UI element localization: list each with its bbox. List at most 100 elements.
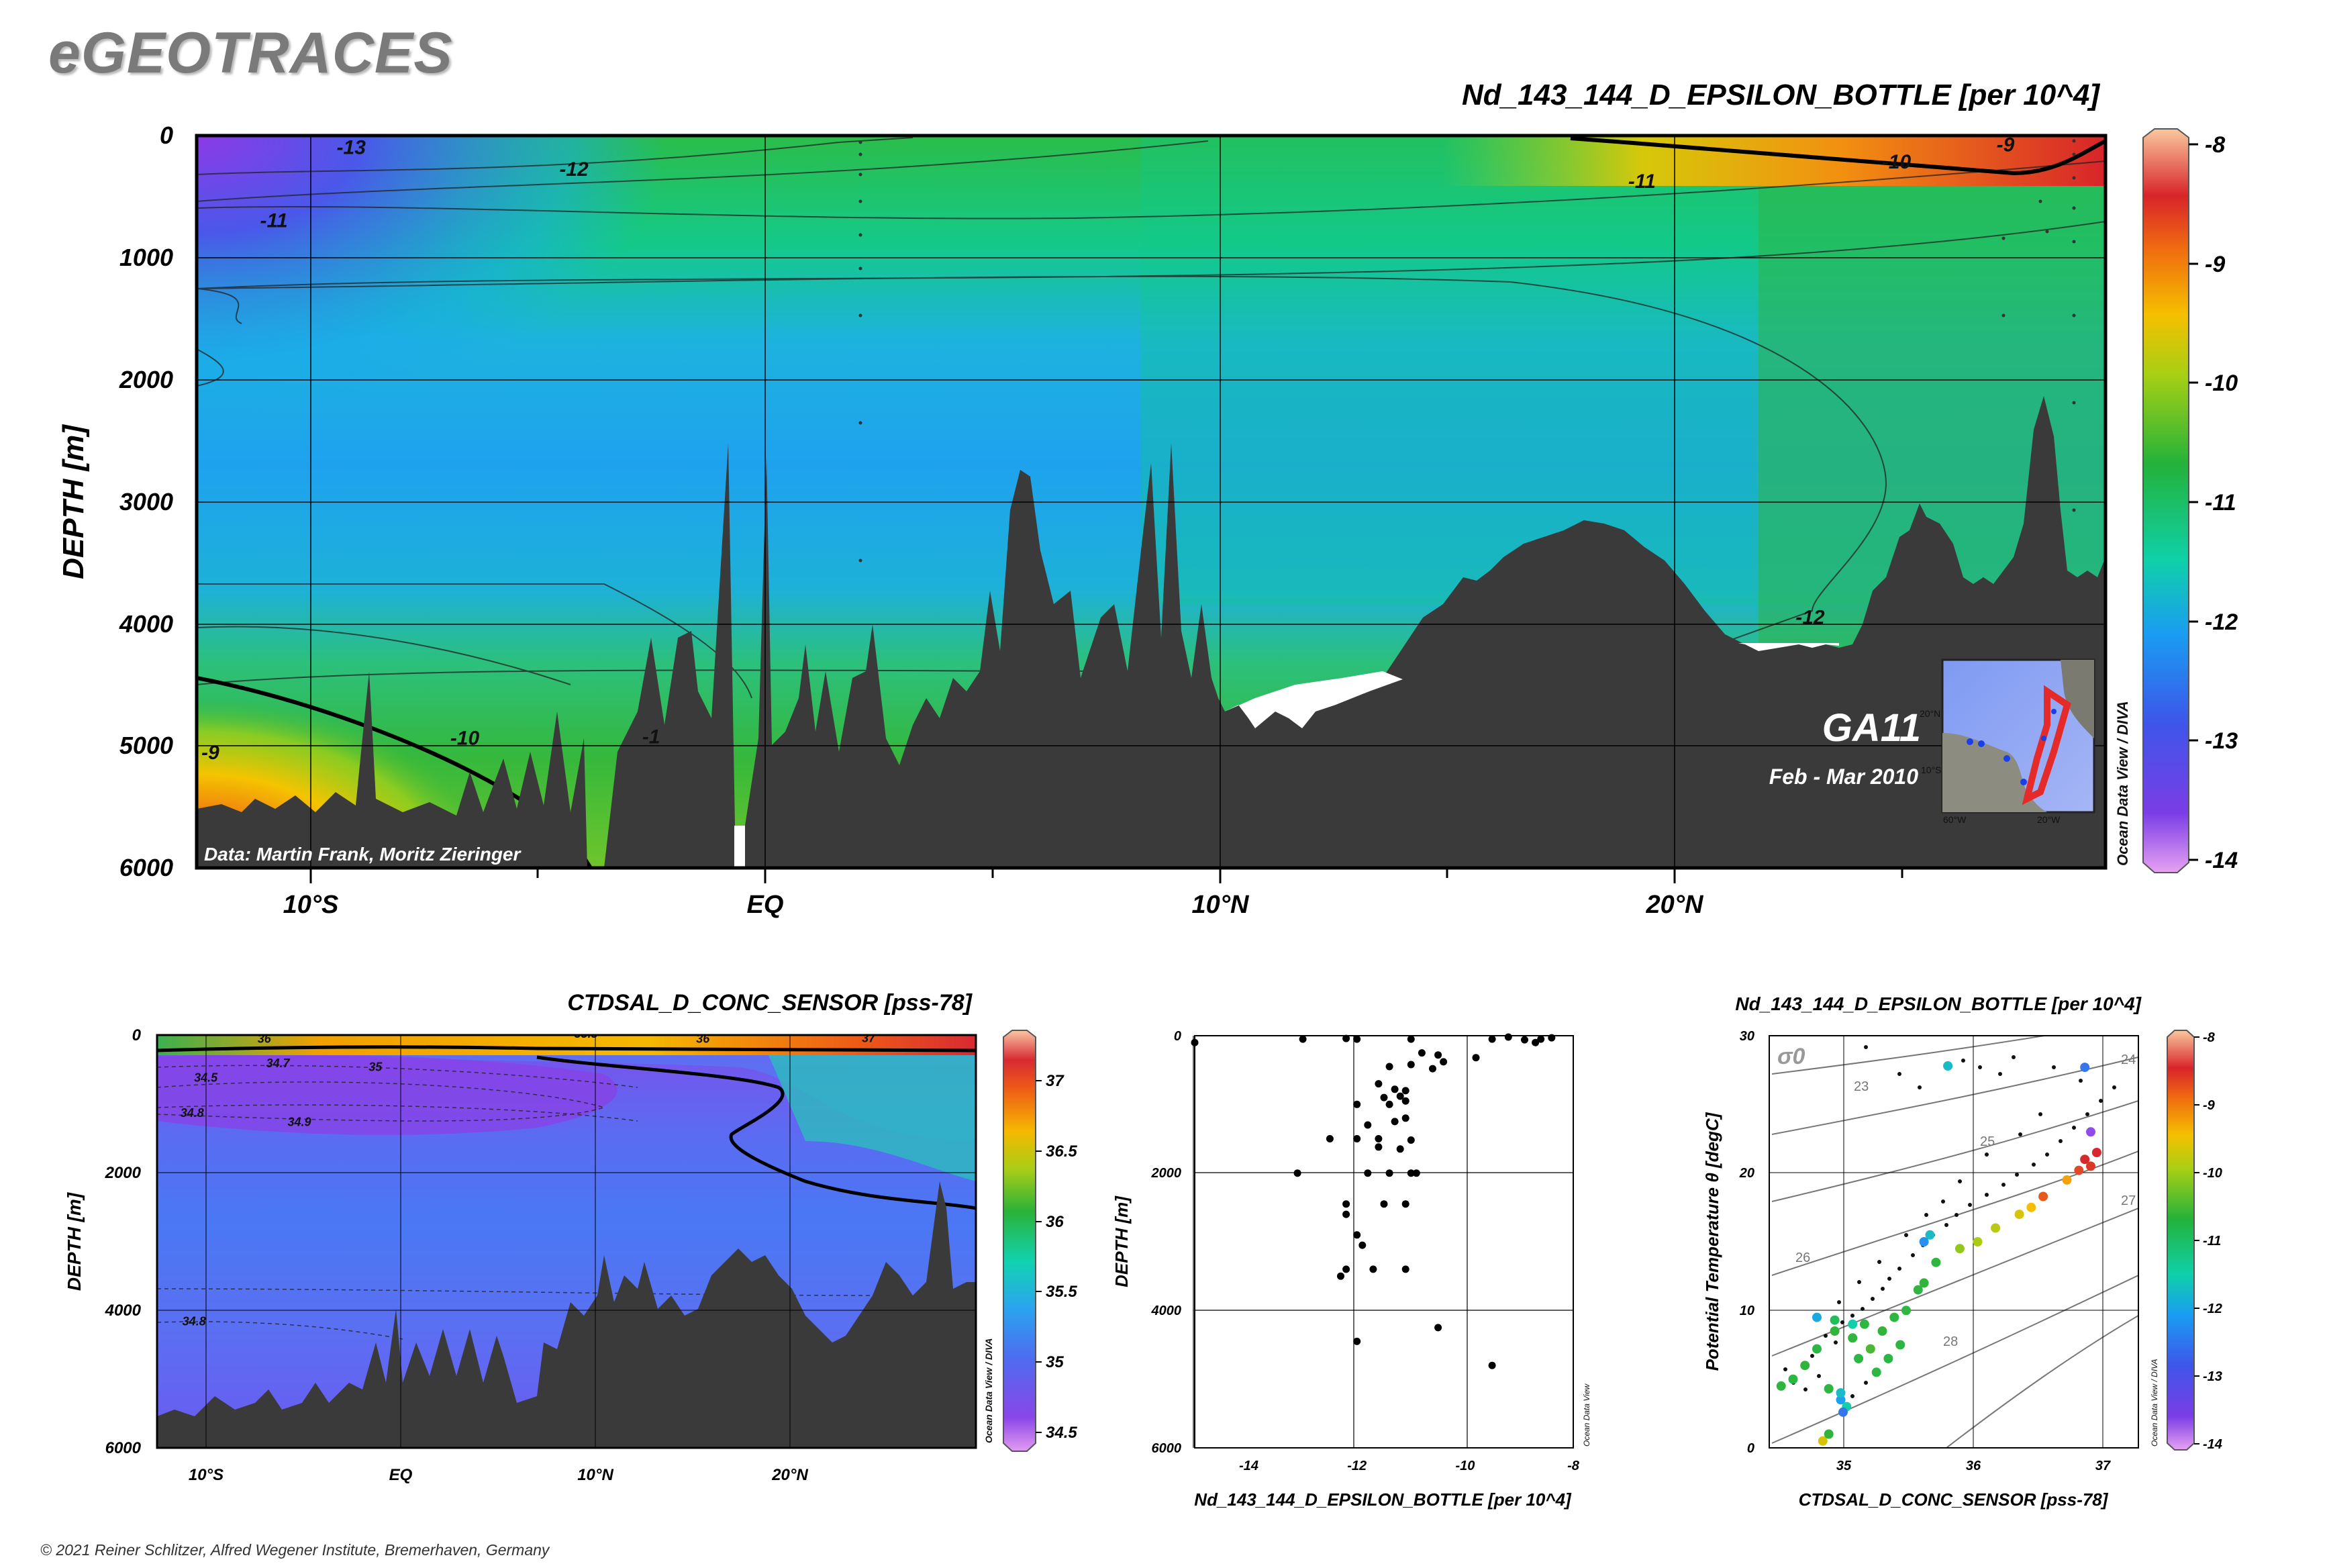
main-section-chart: Nd_143_144_D_EPSILON_BOTTLE [per 10^4] <box>57 79 2238 919</box>
profile-x-ticks: -14 -12 -10 -8 <box>1239 1459 1580 1473</box>
x-tick-label: EQ <box>747 891 784 919</box>
main-y-ticks: 0 1000 2000 3000 4000 5000 6000 <box>119 121 173 881</box>
colorbar-label: -12 <box>2203 1302 2222 1316</box>
ts-y-ticks: 0 10 20 30 <box>1739 1029 1754 1456</box>
salinity-colorbar-ramp <box>1003 1030 1036 1452</box>
salinity-y-ticks: 0 2000 4000 6000 <box>105 1026 142 1457</box>
ts-point <box>1830 1315 1840 1325</box>
brand-logo-text: eGEOTRACES <box>48 21 453 85</box>
ts-point <box>1812 1344 1822 1354</box>
inset-map: 20°N 10°S 60°W 20°W <box>1920 658 2095 825</box>
main-bathymetry-gap-right <box>1738 643 1839 651</box>
ts-point <box>1889 1312 1899 1322</box>
ts-point <box>1854 1354 1864 1363</box>
colorbar-label: -10 <box>2205 371 2238 396</box>
profile-point <box>1375 1135 1383 1142</box>
y-tick-label: 5000 <box>119 732 173 759</box>
contour-label: 37 <box>862 1031 876 1044</box>
contour-label: 36 <box>258 1032 272 1045</box>
ts-point <box>1848 1333 1858 1343</box>
ts-software-credit: Ocean Data View / DIVA <box>2150 1359 2159 1447</box>
ts-point <box>1877 1326 1887 1336</box>
x-tick-label: 37 <box>2095 1459 2111 1473</box>
ts-point <box>1883 1354 1893 1363</box>
x-tick-label: 20°N <box>771 1466 808 1484</box>
salinity-aaiw-core <box>157 1054 617 1135</box>
salinity-colorbar-ticks <box>1036 1080 1042 1433</box>
profile-point <box>1434 1051 1442 1059</box>
ts-point <box>1901 1306 1911 1316</box>
profile-point <box>1353 1135 1361 1142</box>
colorbar-label: -14 <box>2203 1437 2222 1452</box>
main-y-axis-label: DEPTH [m] <box>57 424 90 579</box>
ts-point <box>2014 1210 2024 1220</box>
contour-label: 34.5 <box>194 1071 218 1085</box>
contour-label: -11 <box>1628 170 1656 193</box>
profile-point <box>1364 1169 1372 1177</box>
salinity-upper-right-teal <box>765 1047 976 1181</box>
contour-label: -10 <box>1882 151 1912 173</box>
profile-point <box>1407 1035 1415 1043</box>
ts-point <box>1836 1395 1846 1405</box>
ts-point <box>1818 1436 1828 1446</box>
y-tick-label: 2000 <box>105 1164 142 1182</box>
profile-point <box>1407 1169 1415 1177</box>
ts-plot-area: σ0 23 24 25 26 27 28 <box>1769 1035 2138 1448</box>
y-tick-label: 2000 <box>1151 1166 1182 1181</box>
ts-point <box>1931 1257 1941 1267</box>
colorbar-label: -13 <box>2205 728 2238 754</box>
profile-point <box>1342 1265 1350 1273</box>
ts-colored-points <box>1776 1061 2101 1446</box>
inset-map-track <box>2022 685 2071 805</box>
profile-point <box>1353 1337 1361 1345</box>
ts-point <box>1830 1326 1840 1336</box>
profile-point <box>1342 1210 1350 1218</box>
contour-label: 36 <box>696 1032 710 1045</box>
colorbar-label: 34.5 <box>1046 1424 1077 1442</box>
ts-point <box>1871 1367 1881 1377</box>
ts-diagram-chart: Nd_143_144_D_EPSILON_BOTTLE [per 10^4] <box>1702 993 2222 1510</box>
contour-label: -12 <box>559 158 589 181</box>
ts-point <box>1776 1381 1786 1391</box>
profile-y-axis-label: DEPTH [m] <box>1111 1195 1132 1287</box>
profile-point <box>1401 1200 1409 1208</box>
contour-label: 35.5 <box>574 1027 598 1040</box>
profile-point <box>1407 1061 1415 1069</box>
profile-point <box>1391 1118 1399 1126</box>
ts-point <box>1919 1278 1929 1288</box>
profile-point <box>1353 1035 1361 1043</box>
profile-point <box>1385 1063 1393 1071</box>
ts-colorbar-labels: -8 -9 -10 -11 -12 -13 -14 <box>2203 1030 2222 1452</box>
colorbar-label: -9 <box>2203 1098 2216 1113</box>
profile-point <box>1548 1034 1556 1042</box>
ts-point <box>1812 1312 1822 1322</box>
x-tick-label: 35 <box>1836 1459 1852 1473</box>
isopycnal-label: 25 <box>1980 1134 1995 1149</box>
cruise-period: Feb - Mar 2010 <box>1769 765 1919 789</box>
copyright-footer: © 2021 Reiner Schlitzer, Alfred Wegener … <box>40 1541 550 1559</box>
isopycnal-label: 28 <box>1943 1334 1958 1349</box>
y-tick-label: 0 <box>132 1026 142 1044</box>
salinity-chart-title: CTDSAL_D_CONC_SENSOR [pss-78] <box>567 990 973 1016</box>
profile-point <box>1358 1241 1367 1249</box>
main-chart-title: Nd_143_144_D_EPSILON_BOTTLE [per 10^4] <box>1462 79 2100 111</box>
y-tick-label: 3000 <box>119 488 173 516</box>
colorbar-label: -8 <box>2203 1030 2216 1045</box>
x-tick-label: 10°N <box>1192 891 1250 919</box>
ts-point <box>1925 1230 1935 1240</box>
main-x-ticks: 10°S EQ 10°N 20°N <box>283 891 1704 919</box>
ts-point <box>2080 1063 2090 1073</box>
x-tick-label: 20°N <box>1646 891 1704 919</box>
contour-label: 35 <box>368 1060 383 1073</box>
x-tick-label: 36 <box>1966 1459 1981 1473</box>
profile-point <box>1353 1100 1361 1108</box>
salinity-x-ticks: 10°S EQ 10°N 20°N <box>189 1466 809 1484</box>
profile-gridlines <box>1193 1036 1573 1448</box>
salinity-bathymetry <box>157 1181 976 1448</box>
profile-point <box>1375 1143 1383 1151</box>
ts-point <box>2086 1127 2095 1137</box>
y-tick-label: 4000 <box>1151 1304 1182 1318</box>
ts-point <box>1788 1374 1798 1384</box>
x-tick-label: -8 <box>1567 1459 1580 1473</box>
